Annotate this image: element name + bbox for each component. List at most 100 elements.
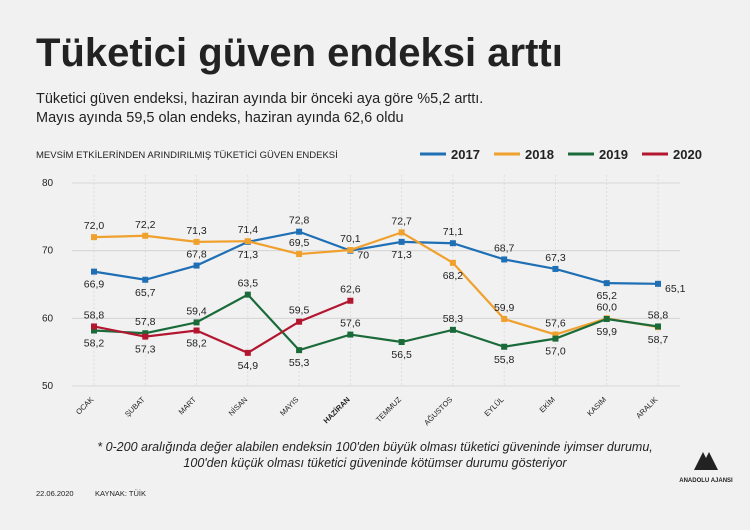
x-tick-label: OCAK <box>74 395 95 416</box>
y-tick-label: 80 <box>42 178 54 189</box>
footnote: 100'den küçük olması tüketici güveninde … <box>183 456 567 470</box>
value-label: 54,9 <box>238 360 259 372</box>
value-label: 68,7 <box>494 242 515 254</box>
point <box>91 268 97 275</box>
y-tick-label: 60 <box>42 313 54 324</box>
value-label: 69,5 <box>289 237 310 249</box>
point <box>296 318 303 325</box>
point <box>193 238 200 245</box>
point <box>91 234 97 241</box>
subtitle: Mayıs ayında 59,5 olan endeks, haziran a… <box>36 110 404 126</box>
value-label: 57,3 <box>135 344 156 356</box>
series-line <box>93 230 659 285</box>
x-tick-label: HAZİRAN <box>322 395 352 425</box>
value-label: 62,6 <box>340 284 361 296</box>
value-label: 71,3 <box>391 249 412 261</box>
source: KAYNAK: TÜİK <box>95 489 146 498</box>
point <box>501 343 508 350</box>
value-label: 72,8 <box>289 215 310 227</box>
value-label: 67,3 <box>545 252 566 264</box>
x-tick-label: NİSAN <box>227 395 250 418</box>
point <box>193 327 200 334</box>
point <box>193 262 200 269</box>
point <box>501 256 508 263</box>
value-label: 68,2 <box>443 270 464 282</box>
value-label: 72,2 <box>135 219 156 231</box>
point <box>552 335 559 342</box>
y-tick-label: 50 <box>42 381 54 392</box>
value-label: 71,4 <box>238 224 259 236</box>
plot: 50 60 70 80 OCAK ŞUBAT MART NİSAN MAYIS HAZİRAN TE… <box>42 147 702 427</box>
point <box>244 349 251 356</box>
series-line <box>93 231 659 336</box>
legend-label: 2020 <box>673 147 702 162</box>
legend-label: 2017 <box>451 147 480 162</box>
value-label: 57,0 <box>545 346 566 358</box>
value-label: 59,5 <box>289 305 310 317</box>
value-label: 58,2 <box>186 338 207 350</box>
value-label: 65,7 <box>135 287 156 299</box>
footnote: * 0-200 aralığında değer alabilen endeks… <box>97 440 653 454</box>
value-label: 70,1 <box>340 233 361 245</box>
date: 22.06.2020 <box>36 489 74 498</box>
point <box>347 331 354 338</box>
point <box>398 339 405 346</box>
point <box>449 326 456 333</box>
point <box>296 228 303 235</box>
value-label: 59,9 <box>494 302 515 314</box>
value-label: 71,1 <box>443 226 464 238</box>
point <box>655 323 661 330</box>
point <box>398 229 405 236</box>
value-label: 58,8 <box>648 309 669 321</box>
value-label: 59,4 <box>186 305 207 317</box>
x-tick-label: KASIM <box>585 395 608 418</box>
value-label: 71,3 <box>186 225 207 237</box>
value-label: 71,3 <box>238 249 259 261</box>
legend-label: 2019 <box>599 147 628 162</box>
point <box>244 291 251 298</box>
x-tick-label: EKİM <box>538 395 557 414</box>
point <box>347 297 354 304</box>
value-label: 72,7 <box>391 215 412 227</box>
point <box>193 319 200 326</box>
point <box>449 240 456 247</box>
series-line <box>93 299 351 355</box>
point <box>552 331 559 338</box>
value-label: 66,9 <box>84 279 105 291</box>
value-label: 60,0 <box>597 301 618 313</box>
point <box>603 280 610 287</box>
point <box>552 265 559 272</box>
x-tick-label: ŞUBAT <box>123 395 147 419</box>
subtitle: Tüketici güven endeksi, haziran ayında b… <box>36 91 483 107</box>
value-label: 72,0 <box>84 220 105 232</box>
value-label: 67,8 <box>186 249 207 261</box>
value-label: 56,5 <box>391 349 412 361</box>
value-label: 58,2 <box>84 338 105 350</box>
point <box>655 280 661 287</box>
point <box>244 238 251 245</box>
x-tick-label: MART <box>177 395 199 417</box>
x-tick-label: MAYIS <box>278 395 300 417</box>
value-label: 65,1 <box>665 283 686 295</box>
point <box>296 251 303 258</box>
x-tick-label: AĞUSTOS <box>422 395 454 427</box>
value-label: 58,8 <box>84 309 105 321</box>
point <box>91 327 97 334</box>
point <box>449 259 456 266</box>
logo-mark <box>694 452 718 470</box>
x-tick-label: TEMMUZ <box>374 395 403 424</box>
value-label: 55,8 <box>494 354 515 366</box>
x-tick-label: ARALIK <box>634 395 659 420</box>
point <box>296 347 303 354</box>
point <box>142 276 149 283</box>
value-label: 65,2 <box>597 290 618 302</box>
point <box>142 330 149 337</box>
point <box>347 246 354 253</box>
series-line <box>93 293 659 352</box>
y-tick-label: 70 <box>42 246 54 257</box>
value-label: 58,3 <box>443 313 464 325</box>
point <box>142 232 149 239</box>
value-label: 57,8 <box>135 316 156 328</box>
value-label: 59,9 <box>597 326 618 338</box>
value-label: 57,6 <box>340 318 361 330</box>
